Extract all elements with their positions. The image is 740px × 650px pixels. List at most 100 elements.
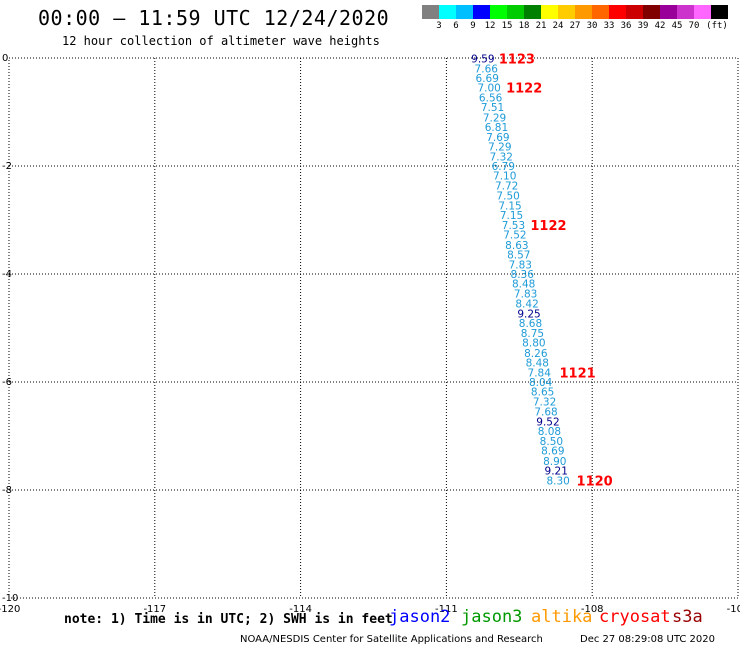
color-scale-swatch (677, 5, 694, 19)
wave-height-value: 6.81 (485, 122, 508, 134)
color-scale-label: 9 (470, 21, 476, 31)
wave-height-value: 7.84 (528, 367, 552, 379)
map-subtitle: 12 hour collection of altimeter wave hei… (62, 34, 380, 48)
color-scale-label: 18 (518, 21, 530, 31)
pass-time-label: 1121 (560, 366, 596, 381)
color-scale-label: 15 (501, 21, 513, 31)
color-scale-swatch (507, 5, 524, 19)
wave-height-value: 8.08 (538, 426, 561, 438)
color-scale-swatch (711, 5, 728, 19)
latitude-tick-label: -4 (2, 269, 12, 280)
color-scale-swatch (490, 5, 507, 19)
map-frame (8, 57, 739, 599)
wave-height-value: 7.53 (502, 220, 525, 232)
wave-height-value: 8.90 (543, 456, 566, 468)
wave-height-value: 8.50 (540, 436, 563, 448)
wave-height-value: 8.57 (507, 250, 530, 262)
wave-height-value: 7.72 (495, 180, 518, 192)
color-scale-swatch (643, 5, 660, 19)
wave-height-value: 7.32 (533, 396, 556, 408)
wave-height-value: 8.42 (515, 299, 538, 311)
generated-timestamp: Dec 27 08:29:08 UTC 2020 (580, 634, 715, 645)
color-scale-label: 6 (453, 21, 459, 31)
wave-height-value: 7.10 (493, 171, 516, 183)
color-scale-label: 24 (552, 21, 564, 31)
color-scale-swatch (694, 5, 711, 19)
color-scale-swatch (439, 5, 456, 19)
pass-time-label: 1122 (506, 82, 542, 97)
wave-height-value: 8.30 (546, 475, 569, 487)
color-scale-label: 42 (654, 21, 666, 31)
wave-height-value: 8.69 (541, 446, 564, 458)
longitude-tick-label: -105 (727, 604, 740, 615)
wave-height-value: 9.25 (517, 308, 540, 320)
wave-height-value: 7.83 (509, 259, 532, 271)
color-scale-swatch (609, 5, 626, 19)
wave-height-value: 8.48 (526, 358, 549, 370)
map-title: 00:00 – 11:59 UTC 12/24/2020 (38, 6, 390, 30)
color-scale-bar (422, 5, 728, 19)
latitude-tick-label: 0 (2, 53, 8, 64)
color-scale-swatch (626, 5, 643, 19)
color-scale-label: (ft) (706, 21, 728, 31)
pass-time-label: 1122 (530, 219, 566, 234)
color-scale-swatch (456, 5, 473, 19)
wave-height-value: 7.83 (514, 288, 537, 300)
color-scale-label: 3 (436, 21, 442, 31)
legend-item-jason3: jason3 (461, 607, 523, 627)
wave-height-value: 9.21 (545, 466, 568, 478)
legend-item-altika: altika (531, 607, 593, 627)
wave-height-value: 7.29 (488, 142, 511, 154)
color-scale-labels: 3 6 9 12 15 18 21 24 27 30 33 36 39 42 45 70 (ft) (422, 21, 740, 33)
wave-height-value: 8.65 (531, 387, 554, 399)
color-scale-label: 33 (603, 21, 615, 31)
color-scale-swatch (575, 5, 592, 19)
longitude-tick-label: -117 (143, 604, 166, 615)
color-scale-label: 12 (484, 21, 496, 31)
wave-height-value: 6.69 (476, 73, 499, 85)
wave-height-value: 7.69 (486, 132, 509, 144)
longitude-tick-label: -111 (435, 604, 458, 615)
longitude-tick-label: -114 (289, 604, 312, 615)
wave-height-value: 8.48 (512, 279, 535, 291)
color-scale-swatch (524, 5, 541, 19)
color-scale-label: 39 (637, 21, 649, 31)
color-scale-swatch (541, 5, 558, 19)
legend-item-cryosat: cryosat (599, 607, 671, 627)
color-scale-swatch (422, 5, 439, 19)
color-scale-swatch (660, 5, 677, 19)
wave-height-value: 7.00 (477, 83, 500, 95)
wave-height-value: 8.80 (522, 338, 545, 350)
wave-height-value: 9.52 (536, 416, 559, 428)
color-scale-label: 27 (569, 21, 581, 31)
color-scale-swatch (592, 5, 609, 19)
wave-height-value: 7.32 (490, 151, 513, 163)
color-scale-swatch (473, 5, 490, 19)
latitude-tick-label: -2 (2, 161, 12, 172)
wave-height-value: 8.36 (511, 269, 535, 281)
wave-height-value: 6.79 (492, 161, 515, 173)
wave-height-value: 7.29 (483, 112, 506, 124)
color-scale-swatch (558, 5, 575, 19)
color-scale-label: 30 (586, 21, 598, 31)
pass-time-label: 1120 (577, 474, 613, 489)
longitude-tick-label: -120 (0, 604, 20, 615)
units-note: note: 1) Time is in UTC; 2) SWH is in fe… (64, 612, 393, 627)
latitude-tick-label: -6 (2, 377, 12, 388)
color-scale-label: 36 (620, 21, 632, 31)
wave-height-value: 6.56 (479, 92, 503, 104)
latitude-tick-label: -8 (2, 485, 12, 496)
wave-height-value: 8.68 (519, 318, 542, 330)
wave-height-value: 8.26 (524, 348, 548, 360)
latitude-tick-label: -10 (2, 593, 18, 604)
color-scale-label: 45 (671, 21, 683, 31)
wave-height-value: 7.50 (496, 191, 519, 203)
wave-height-value: 7.68 (534, 407, 557, 419)
longitude-tick-label: -108 (581, 604, 604, 615)
color-scale-label: 21 (535, 21, 547, 31)
wave-height-value: 8.04 (529, 377, 553, 389)
wave-height-value: 9.59 (471, 54, 494, 66)
legend-item-s3a: s3a (672, 607, 703, 627)
wave-height-value: 7.66 (475, 63, 499, 75)
